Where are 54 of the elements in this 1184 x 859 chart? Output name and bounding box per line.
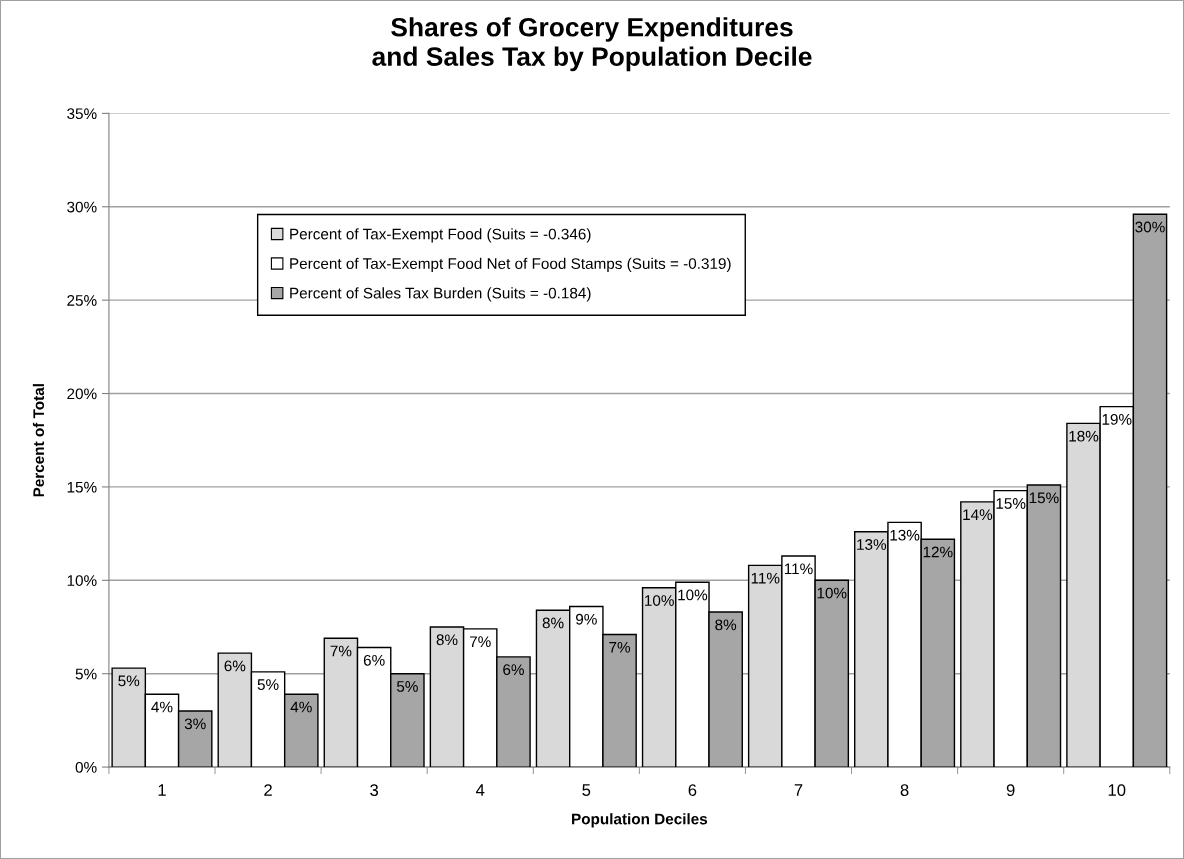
data-label: 18%: [1069, 430, 1099, 442]
data-label: 3%: [184, 718, 206, 730]
data-label: 6%: [363, 654, 385, 666]
x-tick-label: 9: [1006, 784, 1015, 796]
x-tick-label: 7: [794, 784, 803, 796]
data-label: 30%: [1135, 221, 1165, 233]
data-label: 6%: [503, 664, 524, 676]
data-label: 5%: [257, 679, 279, 690]
data-label: 4%: [290, 701, 312, 713]
x-tick-label: 6: [688, 784, 697, 796]
data-label: 13%: [890, 529, 920, 541]
x-tick-label: 8: [900, 784, 909, 796]
data-label: 19%: [1102, 413, 1132, 425]
x-tick-label: 5: [582, 784, 591, 796]
x-tick-label: 10: [1108, 784, 1126, 796]
data-label: 15%: [996, 498, 1026, 509]
data-label: 8%: [715, 619, 737, 631]
data-label: 15%: [1029, 492, 1059, 504]
y-axis-title: Percent of Total: [32, 384, 45, 497]
data-label: 6%: [224, 660, 246, 672]
x-axis-title: Population Deciles: [572, 813, 708, 828]
y-tick-label: 20%: [67, 388, 97, 400]
y-tick-label: 35%: [67, 108, 97, 120]
x-tick-label: 2: [264, 784, 272, 796]
legend-label: Percent of Sales Tax Burden (Suits = -0.184): [290, 287, 591, 302]
legend-label: Percent of Tax-Exempt Food (Suits = -0.346): [290, 228, 591, 243]
data-label: 8%: [542, 617, 564, 629]
chart-title: Shares of Grocery Expenditures and Sales Tax by Population Decile: [372, 17, 812, 72]
x-tick-label: 1: [158, 784, 166, 796]
data-label: 14%: [963, 509, 993, 520]
data-label: 7%: [609, 641, 631, 653]
data-label: 10%: [645, 595, 674, 606]
data-label: 10%: [678, 589, 708, 601]
data-label: 12%: [923, 546, 953, 558]
y-tick-label: 25%: [67, 295, 97, 306]
y-tick-label: 0%: [75, 761, 97, 773]
data-label: 11%: [751, 572, 780, 584]
data-label: 7%: [469, 636, 491, 647]
data-label: 11%: [784, 563, 813, 575]
data-label: 7%: [330, 645, 352, 657]
data-label: 5%: [118, 675, 140, 687]
y-tick-label: 5%: [75, 668, 97, 680]
data-label: 13%: [857, 539, 887, 550]
data-label: 9%: [575, 613, 597, 625]
data-label: 5%: [396, 681, 418, 692]
x-tick-label: 3: [370, 784, 379, 796]
y-tick-label: 15%: [67, 481, 97, 493]
data-label: 4%: [151, 701, 173, 713]
data-label: 10%: [817, 587, 847, 599]
y-tick-label: 30%: [67, 201, 97, 213]
data-label: 8%: [436, 634, 458, 646]
y-tick-label: 10%: [67, 575, 97, 586]
legend-label: Percent of Tax-Exempt Food Net of Food Stamps (Suits = -0.319): [290, 257, 731, 273]
x-tick-label: 4: [475, 784, 485, 796]
